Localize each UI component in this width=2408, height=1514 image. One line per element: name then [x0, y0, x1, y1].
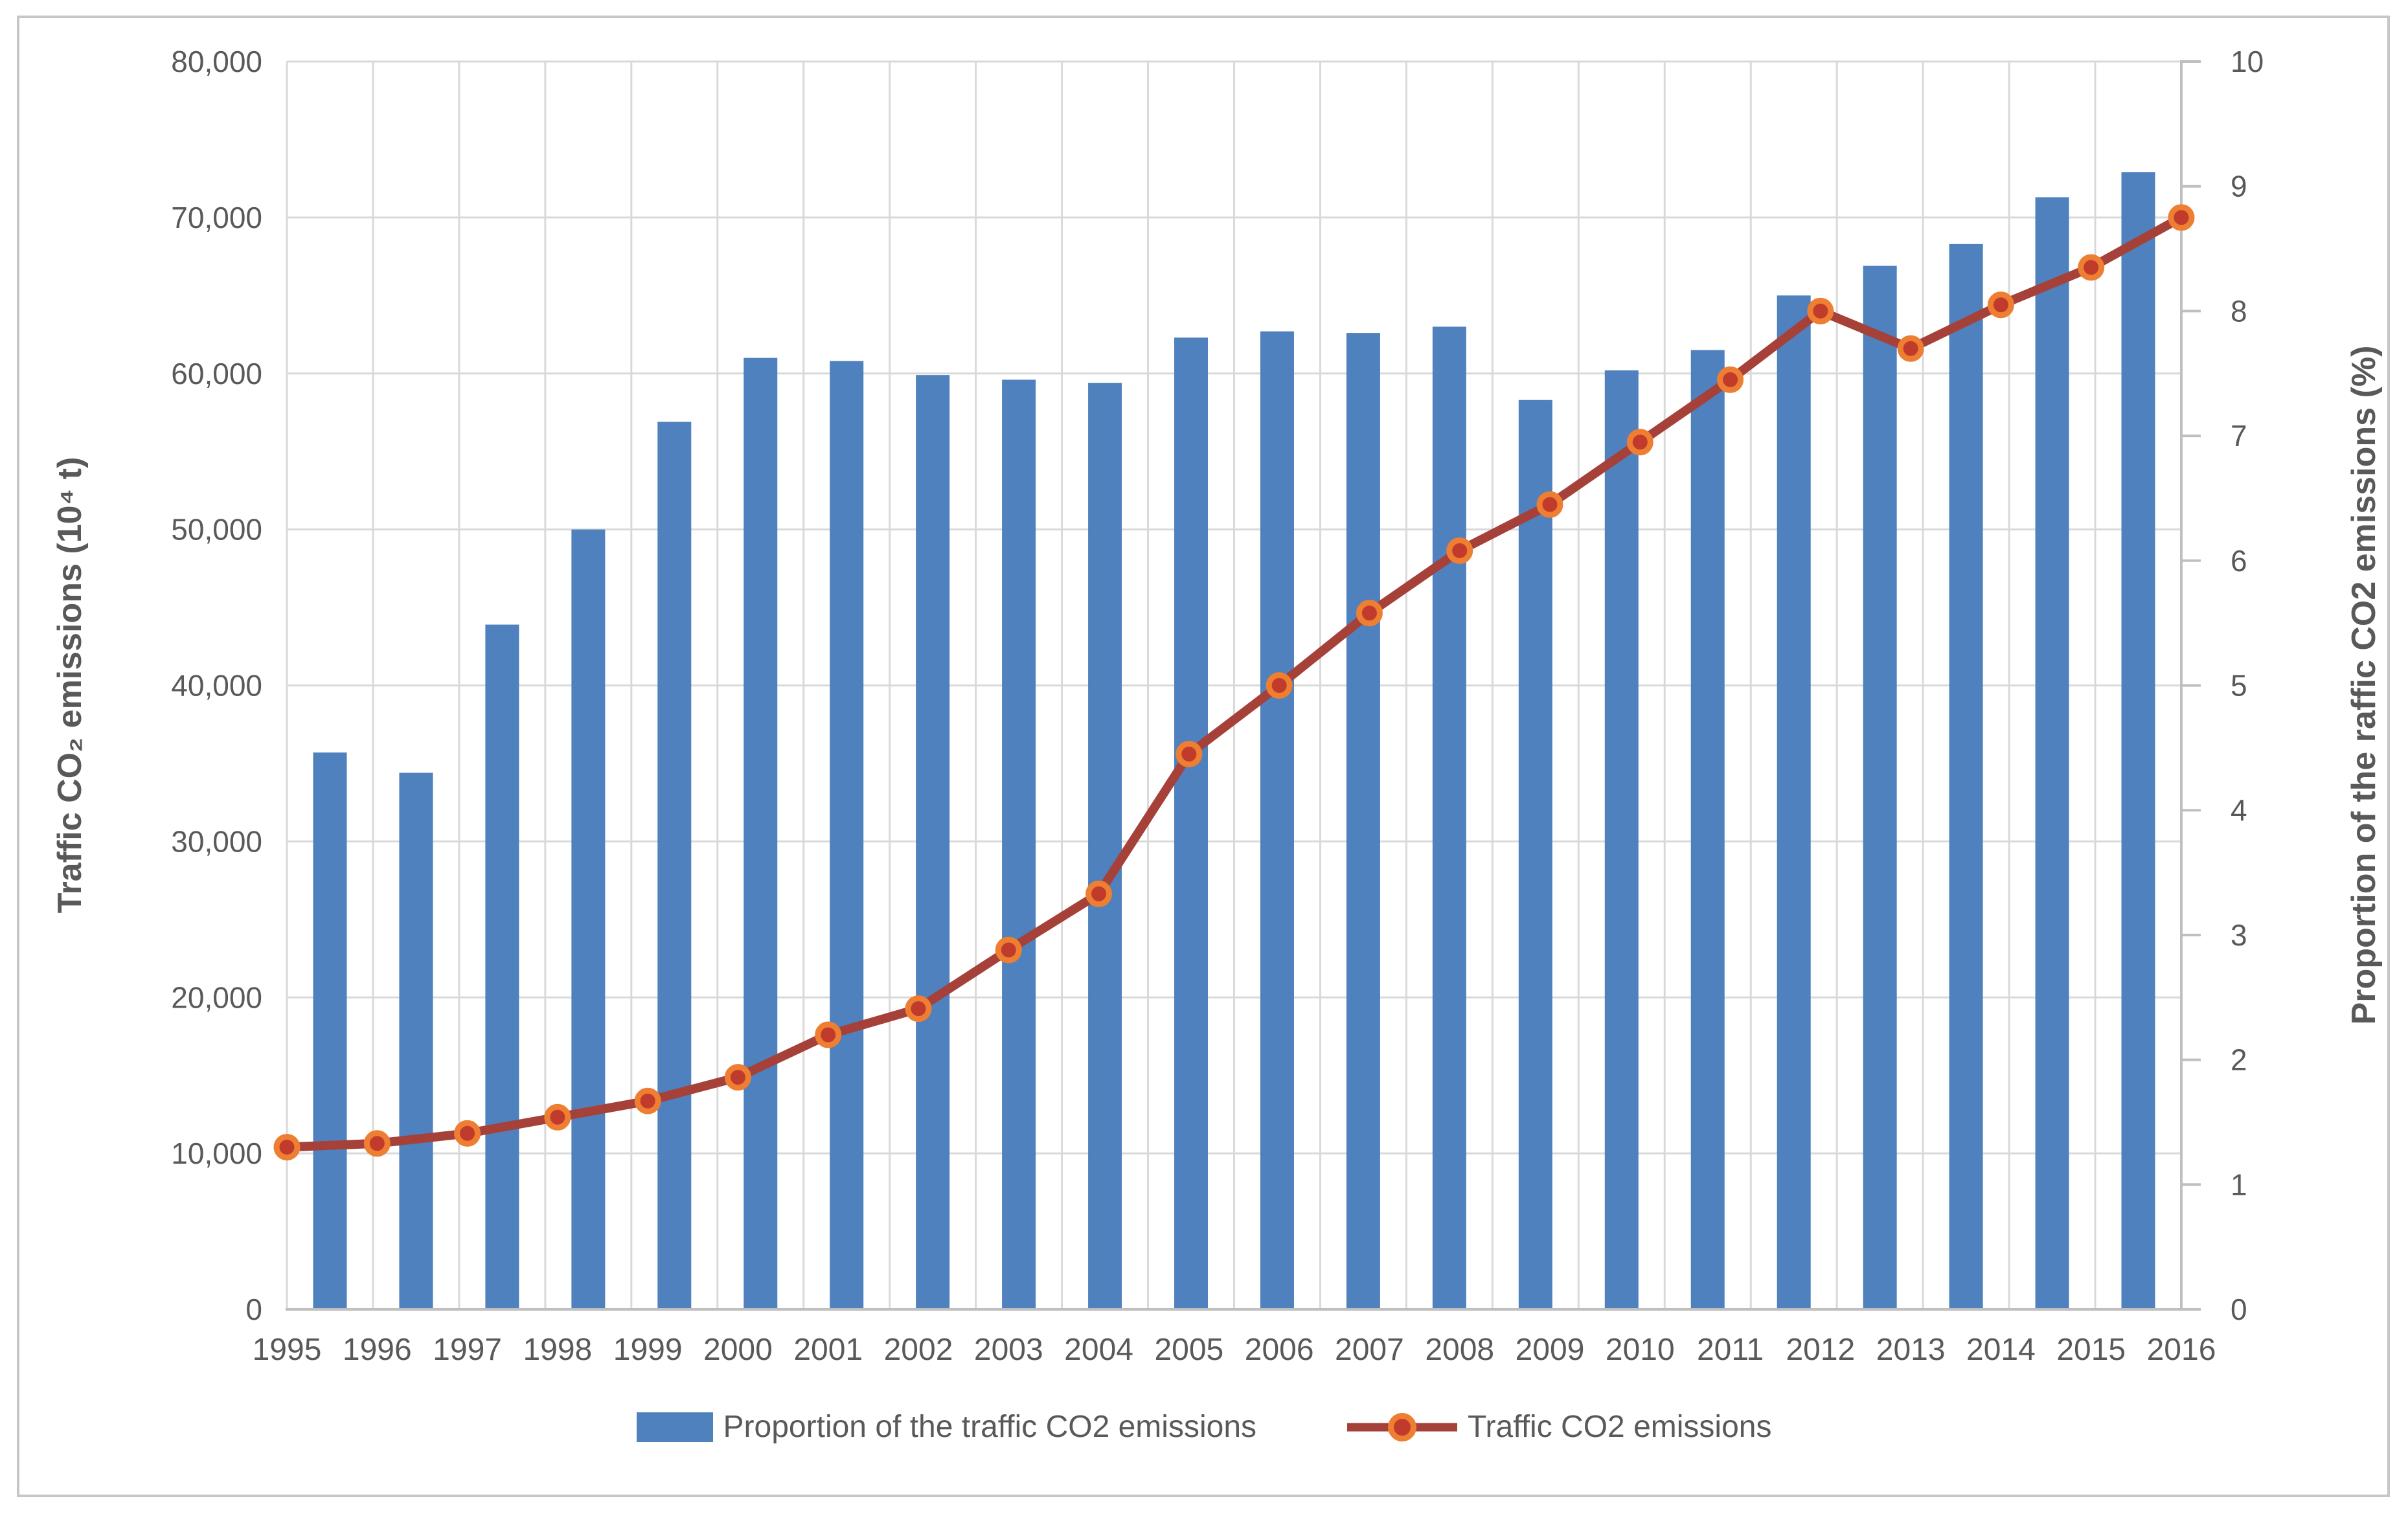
- right-axis-tick-label: 3: [2231, 918, 2247, 952]
- x-axis-tick-label: 2008: [1425, 1333, 1494, 1367]
- line-point-2000: [724, 1064, 751, 1091]
- x-axis-tick-label: 2012: [1786, 1333, 1855, 1367]
- right-axis-tick-label: 6: [2231, 544, 2247, 578]
- line-point-2006: [1266, 672, 1293, 699]
- bar-2005: [1174, 337, 1209, 1309]
- left-axis-tick-label: 10,000: [171, 1136, 262, 1170]
- line-point-2013: [1897, 335, 1924, 362]
- right-axis-tick-label: 7: [2231, 419, 2247, 453]
- x-axis-tick-label: 2007: [1335, 1333, 1404, 1367]
- line-point-2009: [1536, 491, 1563, 518]
- line-point-2012: [1807, 297, 1834, 324]
- line-point-2007: [1356, 600, 1383, 627]
- bar-2008: [1432, 326, 1466, 1309]
- right-axis-title: Proportion of the raffic CO2 emissions (…: [2345, 345, 2383, 1025]
- x-axis-tick-label: 2006: [1245, 1333, 1314, 1367]
- right-axis-tick-label: 0: [2231, 1293, 2247, 1326]
- legend: Proportion of the traffic CO2 emissions …: [0, 1409, 2408, 1445]
- right-axis-tick-label: 1: [2231, 1168, 2247, 1201]
- left-axis-tick-label: 20,000: [171, 980, 262, 1014]
- line-point-2001: [815, 1021, 842, 1048]
- bar-2006: [1260, 331, 1294, 1309]
- bar-2016: [2121, 172, 2155, 1309]
- line-point-2008: [1446, 537, 1473, 564]
- bar-1995: [313, 752, 347, 1309]
- bar-2004: [1088, 383, 1122, 1309]
- bar-1999: [657, 422, 692, 1309]
- bar-swatch-icon: [636, 1412, 713, 1442]
- right-axis-tick-label: 2: [2231, 1043, 2247, 1077]
- bar-2011: [1690, 350, 1725, 1309]
- bar-2002: [916, 375, 950, 1310]
- bar-2009: [1518, 400, 1552, 1309]
- x-axis-tick-label: 1999: [613, 1333, 683, 1367]
- legend-item-bar-series: Proportion of the traffic CO2 emissions: [636, 1409, 1257, 1445]
- right-axis-tick-label: 9: [2231, 170, 2247, 203]
- line-point-1997: [454, 1120, 481, 1147]
- bar-2015: [2035, 197, 2069, 1309]
- line-point-2010: [1626, 429, 1653, 456]
- x-axis-tick-label: 1996: [343, 1333, 412, 1367]
- x-axis-tick-label: 2014: [1966, 1333, 2036, 1367]
- bar-2014: [1949, 243, 1983, 1310]
- right-axis-tick-label: 8: [2231, 294, 2247, 328]
- bar-1997: [485, 624, 519, 1309]
- x-axis-tick-label: 2010: [1606, 1333, 1675, 1367]
- left-axis-tick-label: 0: [245, 1293, 262, 1326]
- bar-2001: [830, 361, 864, 1309]
- bar-2003: [1002, 379, 1036, 1309]
- line-marker-swatch-icon: [1347, 1412, 1458, 1443]
- legend-item-line-series: Traffic CO2 emissions: [1347, 1409, 1771, 1445]
- bar-2007: [1346, 333, 1380, 1309]
- right-axis-tick-label: 10: [2231, 45, 2264, 78]
- line-point-1996: [363, 1130, 391, 1157]
- line-point-1995: [273, 1133, 301, 1160]
- left-axis-title: Traffic CO₂ emissions (10⁴ t): [51, 457, 89, 914]
- left-axis-tick-label: 80,000: [171, 45, 262, 78]
- legend-label: Proportion of the traffic CO2 emissions: [723, 1410, 1257, 1444]
- bar-2012: [1777, 295, 1811, 1309]
- line-marker-dot-icon: [1388, 1412, 1417, 1441]
- line-point-1998: [544, 1103, 571, 1131]
- left-axis-tick-label: 70,000: [171, 201, 262, 234]
- line-point-2005: [1176, 740, 1203, 767]
- bar-2010: [1604, 370, 1639, 1309]
- legend-label: Traffic CO2 emissions: [1468, 1410, 1772, 1444]
- line-point-2015: [2078, 254, 2105, 281]
- x-axis-tick-label: 2009: [1516, 1333, 1585, 1367]
- line-point-2004: [1085, 880, 1113, 907]
- x-axis-tick-label: 2015: [2056, 1333, 2126, 1367]
- x-axis-tick-label: 1997: [433, 1333, 502, 1367]
- x-axis-tick-label: 2003: [974, 1333, 1043, 1367]
- x-axis-tick-label: 2004: [1064, 1333, 1133, 1367]
- right-axis-tick-label: 4: [2231, 793, 2247, 827]
- x-axis-tick-label: 2016: [2147, 1333, 2216, 1367]
- x-axis-tick-label: 2005: [1154, 1333, 1223, 1367]
- left-axis-tick-label: 40,000: [171, 669, 262, 703]
- left-axis-tick-label: 60,000: [171, 357, 262, 390]
- line-point-2002: [905, 995, 932, 1023]
- x-axis-tick-label: 2000: [703, 1333, 773, 1367]
- x-axis-tick-label: 2002: [884, 1333, 953, 1367]
- line-point-1999: [634, 1087, 661, 1114]
- left-axis-tick-label: 50,000: [171, 513, 262, 547]
- x-axis-tick-label: 1998: [523, 1333, 592, 1367]
- x-axis-tick-label: 2013: [1876, 1333, 1946, 1367]
- line-point-2011: [1717, 366, 1744, 393]
- left-axis-tick-label: 30,000: [171, 824, 262, 858]
- bar-1998: [571, 529, 606, 1309]
- x-axis-tick-label: 2011: [1697, 1333, 1764, 1367]
- bar-1996: [399, 773, 433, 1309]
- line-point-2003: [995, 936, 1022, 964]
- line-point-2016: [2168, 204, 2195, 231]
- line-point-2014: [1987, 291, 2014, 319]
- bar-2000: [744, 357, 778, 1309]
- right-axis-tick-label: 5: [2231, 669, 2247, 703]
- line-series: [286, 213, 2184, 1152]
- x-axis-tick-label: 1995: [253, 1333, 322, 1367]
- x-axis-tick-label: 2001: [793, 1333, 863, 1367]
- bar-2013: [1863, 266, 1897, 1309]
